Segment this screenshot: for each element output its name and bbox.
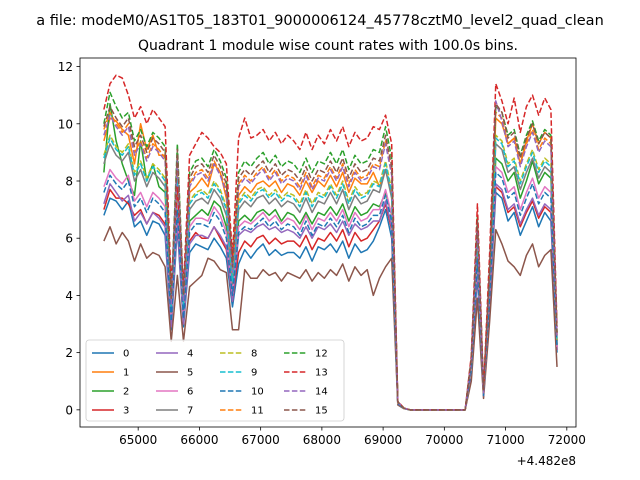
x-tick-label: 66000 bbox=[180, 433, 218, 447]
legend-label: 1 bbox=[123, 368, 129, 379]
x-tick-label: 70000 bbox=[425, 433, 463, 447]
legend-label: 2 bbox=[123, 387, 129, 398]
figure-suptitle: a file: modeM0/AS1T05_183T01_9000006124_… bbox=[36, 13, 604, 29]
legend-label: 4 bbox=[187, 349, 193, 360]
legend-label: 14 bbox=[315, 387, 328, 398]
y-tick-label: 0 bbox=[65, 403, 73, 417]
legend-label: 7 bbox=[187, 406, 193, 417]
y-tick-label: 2 bbox=[65, 346, 73, 360]
legend-label: 15 bbox=[315, 406, 328, 417]
legend-label: 11 bbox=[251, 406, 264, 417]
series-lines bbox=[103, 74, 558, 411]
series-line-15 bbox=[103, 103, 558, 411]
legend-label: 5 bbox=[187, 368, 193, 379]
y-tick-label: 4 bbox=[65, 289, 73, 303]
x-tick-label: 67000 bbox=[242, 433, 280, 447]
x-tick-label: 72000 bbox=[548, 433, 586, 447]
y-tick-label: 10 bbox=[58, 117, 73, 131]
x-offset-label: +4.482e8 bbox=[517, 454, 576, 468]
legend-label: 8 bbox=[251, 349, 257, 360]
legend-label: 3 bbox=[123, 406, 129, 417]
y-tick-label: 6 bbox=[65, 232, 73, 246]
chart-title: Quadrant 1 module wise count rates with … bbox=[138, 38, 518, 54]
legend-label: 12 bbox=[315, 349, 328, 360]
legend-label: 10 bbox=[251, 387, 264, 398]
legend-label: 6 bbox=[187, 387, 193, 398]
legend-box bbox=[85, 339, 345, 422]
x-tick-label: 68000 bbox=[303, 433, 341, 447]
y-tick-label: 8 bbox=[65, 175, 73, 189]
x-tick-label: 65000 bbox=[119, 433, 157, 447]
legend-label: 0 bbox=[123, 349, 129, 360]
y-tick-label: 12 bbox=[58, 60, 73, 74]
x-tick-label: 69000 bbox=[364, 433, 402, 447]
x-tick-label: 71000 bbox=[486, 433, 524, 447]
legend-label: 13 bbox=[315, 368, 328, 379]
plot-area: 65000 66000 67000 68000 69000 70000 71000 72000… bbox=[58, 57, 586, 447]
axes-frame bbox=[79, 57, 577, 428]
legend-label: 9 bbox=[251, 368, 257, 379]
